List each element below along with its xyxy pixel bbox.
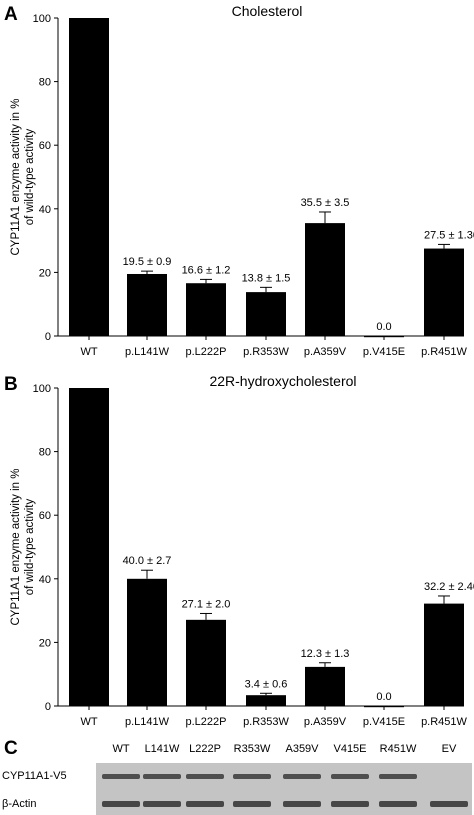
blot-image [96,763,472,815]
blot-row-label: CYP11A1-V5 [2,770,67,782]
data-label: 13.8 ± 1.5 [242,272,291,284]
y-tick-label: 0 [45,701,51,713]
x-tick-label: p.R451W [421,716,467,728]
blot-band-cyp11a1 [283,774,321,779]
data-label: 27.1 ± 2.0 [182,598,231,610]
panel-letter-C: C [4,738,18,759]
x-tick-label: p.A359V [304,716,347,728]
blot-column-label: L222P [189,743,221,755]
blot-band-actin [233,801,271,807]
x-tick-label: p.L141W [125,716,170,728]
x-tick-label: p.L222P [186,716,227,728]
x-tick-label: p.L141W [125,346,170,358]
y-tick-label: 40 [39,574,51,586]
chart-title: Cholesterol [232,3,303,19]
chart-title: 22R-hydroxycholesterol [209,373,356,389]
y-tick-label: 0 [45,331,51,343]
blot-band-actin [331,801,369,807]
blot-band-actin [186,801,224,807]
y-tick-label: 60 [39,510,51,522]
blot-band-cyp11a1 [143,774,181,779]
data-label: 40.0 ± 2.7 [123,555,172,567]
x-tick-label: p.R353W [243,346,289,358]
x-tick-label: p.L222P [186,346,227,358]
y-tick-label: 80 [39,447,51,459]
y-axis-label-line: CYP11A1 enzyme activity in % [10,98,22,255]
bar-p.R353W [246,695,286,706]
bar-p.L222P [186,283,226,336]
y-tick-label: 20 [39,637,51,649]
data-label: 19.5 ± 0.9 [123,256,172,268]
data-label: 3.4 ± 0.6 [245,678,288,690]
blot-band-cyp11a1 [331,774,369,779]
x-tick-label: p.R451W [421,346,467,358]
bar-p.A359V [305,223,345,336]
blot-row-label: β-Actin [2,798,36,810]
x-tick-label: p.V415E [363,716,405,728]
x-tick-label: p.V415E [363,346,405,358]
data-label: 27.5 ± 1.30 [424,229,474,241]
data-label: 0.0 [376,691,391,703]
blot-column-label: R353W [234,743,271,755]
y-axis-label-line: CYP11A1 enzyme activity in % [10,468,22,625]
blot-band-cyp11a1 [379,774,417,779]
bar-p.L141W [127,273,167,336]
y-axis-label: CYP11A1 enzyme activity in % of wild-type… [10,98,36,255]
bar-p.R451W [424,248,464,336]
blot-column-label: A359V [285,743,319,755]
blot-band-actin [379,801,417,807]
bar-p.L222P [186,619,226,706]
blot-band-cyp11a1 [186,774,224,779]
bar-p.R353W [246,292,286,336]
x-tick-label: WT [80,716,97,728]
data-label: 12.3 ± 1.3 [301,648,350,660]
data-label: 16.6 ± 1.2 [182,264,231,276]
bar-p.L141W [127,578,167,706]
x-tick-label: p.R353W [243,716,289,728]
blot-column-label: WT [112,743,129,755]
blot-column-label: L141W [145,743,180,755]
blot-band-actin [283,801,321,807]
y-tick-label: 100 [33,13,51,25]
blot-band-actin [102,801,140,807]
y-tick-label: 60 [39,140,51,152]
y-axis-label: CYP11A1 enzyme activity in % of wild-type… [10,468,36,625]
x-tick-label: WT [80,346,97,358]
panel-letter-A: A [4,4,18,25]
data-label: 0.0 [376,321,391,333]
blot-band-cyp11a1 [233,774,271,779]
bar-WT [69,18,109,336]
y-tick-label: 100 [33,383,51,395]
y-axis-label-line: of wild-type activity [24,129,36,226]
bar-p.R451W [424,603,464,706]
blot-band-actin [430,801,468,807]
y-tick-label: 20 [39,267,51,279]
y-tick-label: 40 [39,204,51,216]
blot-column-label: EV [442,743,457,755]
bar-WT [69,388,109,706]
data-label: 32.2 ± 2.40 [424,581,474,593]
blot-column-label: V415E [333,743,366,755]
y-tick-label: 80 [39,77,51,89]
blot-column-label: R451W [380,743,417,755]
bar-p.A359V [305,666,345,706]
x-tick-label: p.A359V [304,346,347,358]
blot-band-cyp11a1 [102,774,140,779]
blot-band-actin [143,801,181,807]
panel-letter-B: B [4,374,18,395]
y-axis-label-line: of wild-type activity [24,499,36,596]
data-label: 35.5 ± 3.5 [301,197,350,209]
